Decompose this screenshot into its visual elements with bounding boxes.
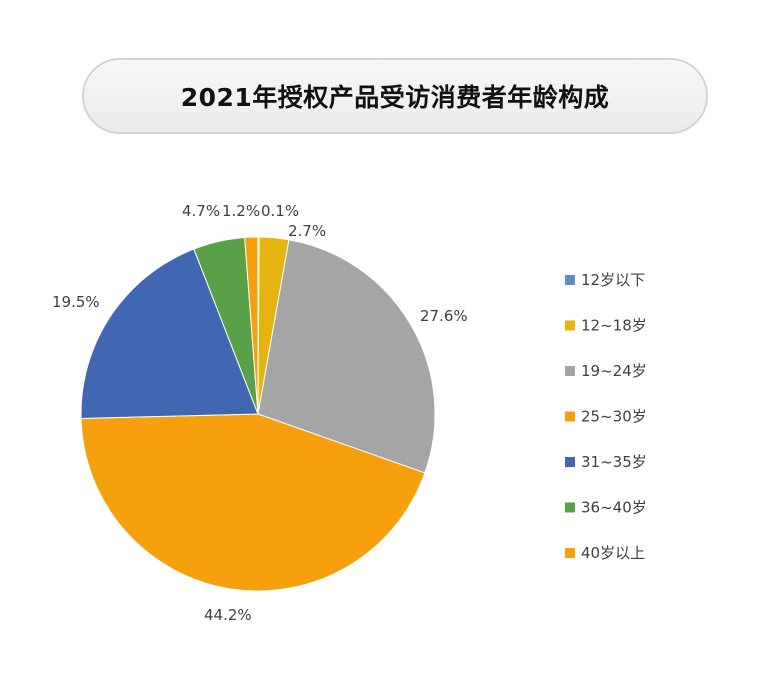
- legend-label-5: 31~35岁: [581, 453, 647, 471]
- legend-swatch-7: [565, 548, 575, 558]
- legend-label-3: 19~24岁: [581, 362, 647, 380]
- slice-value-label-6: 4.7%: [182, 202, 220, 220]
- legend-swatch-3: [565, 366, 575, 376]
- slice-value-label-1: 0.1%: [261, 202, 299, 220]
- legend-swatch-5: [565, 457, 575, 467]
- slice-value-label-2: 2.7%: [288, 222, 326, 240]
- slice-value-label-5: 19.5%: [52, 293, 100, 311]
- pie-slice-5: [80, 248, 259, 419]
- legend-label-4: 25~30岁: [581, 408, 647, 426]
- pie-slices: [80, 236, 436, 592]
- pie-slice-7: [244, 236, 259, 415]
- legend-label-1: 12岁以下: [581, 271, 645, 289]
- chart-title: 2021年授权产品受访消费者年龄构成: [180, 83, 610, 112]
- slice-value-label-7: 1.2%: [222, 202, 260, 220]
- legend-swatch-2: [565, 320, 575, 331]
- pie-slice-3: [257, 239, 436, 474]
- pie-slice-4: [80, 413, 426, 592]
- legend: 12岁以下 12~18岁 19~24岁 25~30岁 31~35岁 36~40岁 40岁以上: [565, 271, 647, 562]
- legend-swatch-6: [565, 502, 575, 513]
- legend-label-7: 40岁以上: [581, 544, 645, 562]
- slice-value-label-4: 44.2%: [204, 606, 252, 624]
- title-banner: 2021年授权产品受访消费者年龄构成: [82, 58, 708, 134]
- legend-label-2: 12~18岁: [581, 317, 647, 335]
- legend-swatch-1: [565, 275, 575, 285]
- legend-swatch-4: [565, 411, 575, 422]
- legend-label-6: 36~40岁: [581, 499, 647, 517]
- pie-slice-labels: 0.1% 2.7% 27.6% 44.2% 19.5% 4.7% 1.2%: [52, 202, 468, 624]
- slice-value-label-3: 27.6%: [420, 307, 468, 325]
